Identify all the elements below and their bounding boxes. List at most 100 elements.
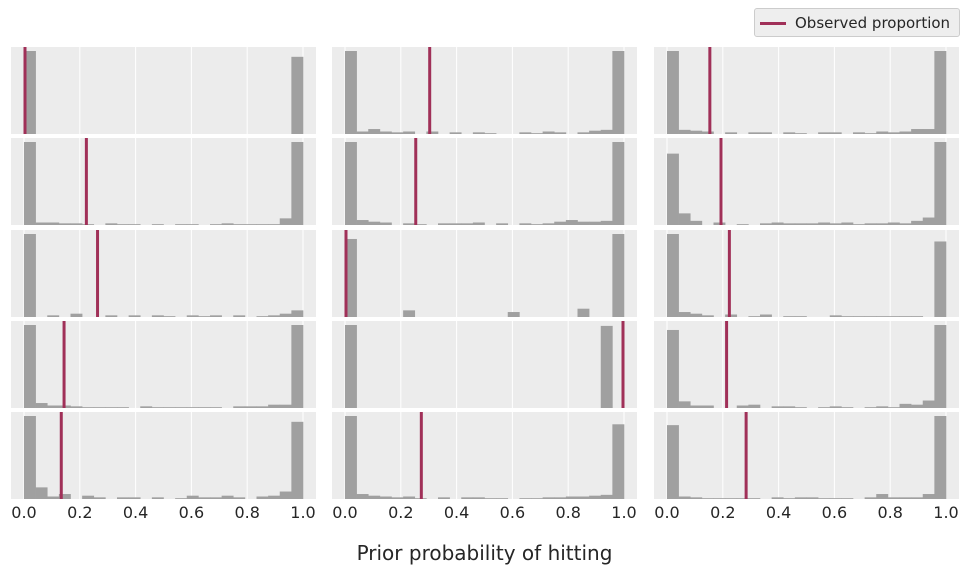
- panel-4-3: [654, 321, 959, 408]
- histogram-bar: [519, 132, 532, 134]
- histogram-bar: [934, 51, 947, 134]
- histogram-bar: [221, 495, 234, 499]
- histogram-bar: [887, 497, 900, 499]
- histogram-bar: [701, 405, 714, 408]
- histogram-bar: [667, 329, 679, 408]
- histogram-bar: [841, 222, 854, 225]
- x-tick-label: 1.0: [933, 503, 958, 522]
- histogram-bar: [233, 406, 246, 408]
- x-tick-label: 0.4: [444, 503, 469, 522]
- histogram-bar: [542, 497, 555, 499]
- histogram-bar: [345, 142, 357, 225]
- histogram-bar: [35, 403, 48, 408]
- histogram-bar: [818, 498, 831, 499]
- histogram-bar: [853, 316, 865, 317]
- histogram-bar: [484, 133, 497, 134]
- histogram-bar: [899, 223, 912, 225]
- histogram-bar: [554, 221, 567, 225]
- histogram-bar: [279, 313, 292, 317]
- histogram-bar: [47, 405, 60, 408]
- histogram-bar: [244, 406, 257, 408]
- histogram-bar: [356, 131, 369, 134]
- histogram-bar: [70, 223, 83, 225]
- histogram-bar: [771, 222, 784, 225]
- histogram-bar: [105, 223, 118, 225]
- histogram-bar: [934, 416, 947, 499]
- panel-background: [654, 230, 959, 317]
- panel-background: [332, 47, 637, 134]
- x-tick-label: 0.8: [555, 503, 580, 522]
- histogram-bar: [864, 407, 877, 408]
- histogram-bar: [256, 406, 269, 408]
- histogram-bar: [876, 131, 889, 134]
- histogram-bar: [612, 234, 625, 317]
- panel-background: [654, 138, 959, 225]
- histogram-bar: [268, 224, 281, 225]
- histogram-bar: [210, 315, 222, 317]
- histogram-bar: [600, 129, 613, 134]
- histogram-bar: [233, 497, 246, 499]
- histogram-bar: [600, 494, 613, 499]
- x-tick-label: 1.0: [290, 503, 315, 522]
- histogram-bar: [864, 223, 877, 225]
- histogram-bar: [876, 406, 889, 408]
- histogram-bar: [151, 407, 164, 408]
- histogram-bar: [175, 407, 188, 408]
- histogram-bar: [806, 497, 819, 499]
- histogram-bar: [690, 405, 703, 408]
- histogram-bar: [922, 494, 935, 499]
- histogram-bar: [449, 132, 462, 134]
- legend-observed-swatch: [760, 22, 786, 25]
- panel-background: [654, 412, 959, 499]
- histogram-bar: [667, 425, 679, 499]
- histogram-bar: [256, 316, 269, 317]
- histogram-bar: [403, 310, 416, 317]
- histogram-bar: [876, 494, 889, 499]
- histogram-bar: [140, 406, 153, 408]
- histogram-bar: [760, 314, 772, 317]
- histogram-bar: [93, 497, 106, 499]
- histogram-bar: [899, 497, 912, 499]
- histogram-bar: [748, 404, 761, 408]
- panel-background: [332, 230, 637, 317]
- histogram-bar: [256, 224, 269, 225]
- histogram-bar: [771, 497, 784, 499]
- histogram-bar: [612, 51, 625, 134]
- histogram-bar: [701, 498, 714, 499]
- histogram-bar: [151, 315, 164, 317]
- histogram-bar: [771, 406, 784, 408]
- histogram-bar: [128, 224, 141, 225]
- histogram-bar: [911, 220, 924, 225]
- histogram-bar: [379, 131, 392, 134]
- histogram-bar: [783, 406, 796, 408]
- histogram-bar: [244, 224, 257, 225]
- histogram-bar: [117, 224, 129, 225]
- histogram-bar: [794, 407, 807, 408]
- histogram-bar: [589, 221, 602, 225]
- x-tick-label: 0.4: [766, 503, 791, 522]
- histogram-bar: [829, 406, 842, 408]
- histogram-bar: [690, 130, 703, 134]
- histogram-bar: [600, 220, 613, 225]
- x-tick-label: 0.0: [11, 503, 36, 522]
- histogram-bar: [233, 224, 246, 225]
- histogram-bar: [414, 224, 427, 225]
- histogram-bar: [268, 495, 281, 499]
- histogram-bar: [368, 129, 381, 134]
- x-tick-label: 0.0: [654, 503, 679, 522]
- histogram-bar: [783, 498, 796, 499]
- histogram-bar: [864, 497, 877, 499]
- histogram-bar: [175, 498, 188, 499]
- histogram-bar: [438, 497, 450, 499]
- histogram-bar: [748, 132, 761, 134]
- histogram-bar: [256, 496, 269, 499]
- histogram-bar: [690, 313, 703, 317]
- histogram-bar: [186, 224, 199, 225]
- histogram-bar: [690, 497, 703, 499]
- histogram-bar: [577, 132, 590, 134]
- histogram-bar: [589, 495, 602, 499]
- histogram-bar: [117, 497, 129, 499]
- histogram-bar: [426, 131, 439, 134]
- panel-background: [332, 412, 637, 499]
- histogram-bar: [667, 153, 679, 225]
